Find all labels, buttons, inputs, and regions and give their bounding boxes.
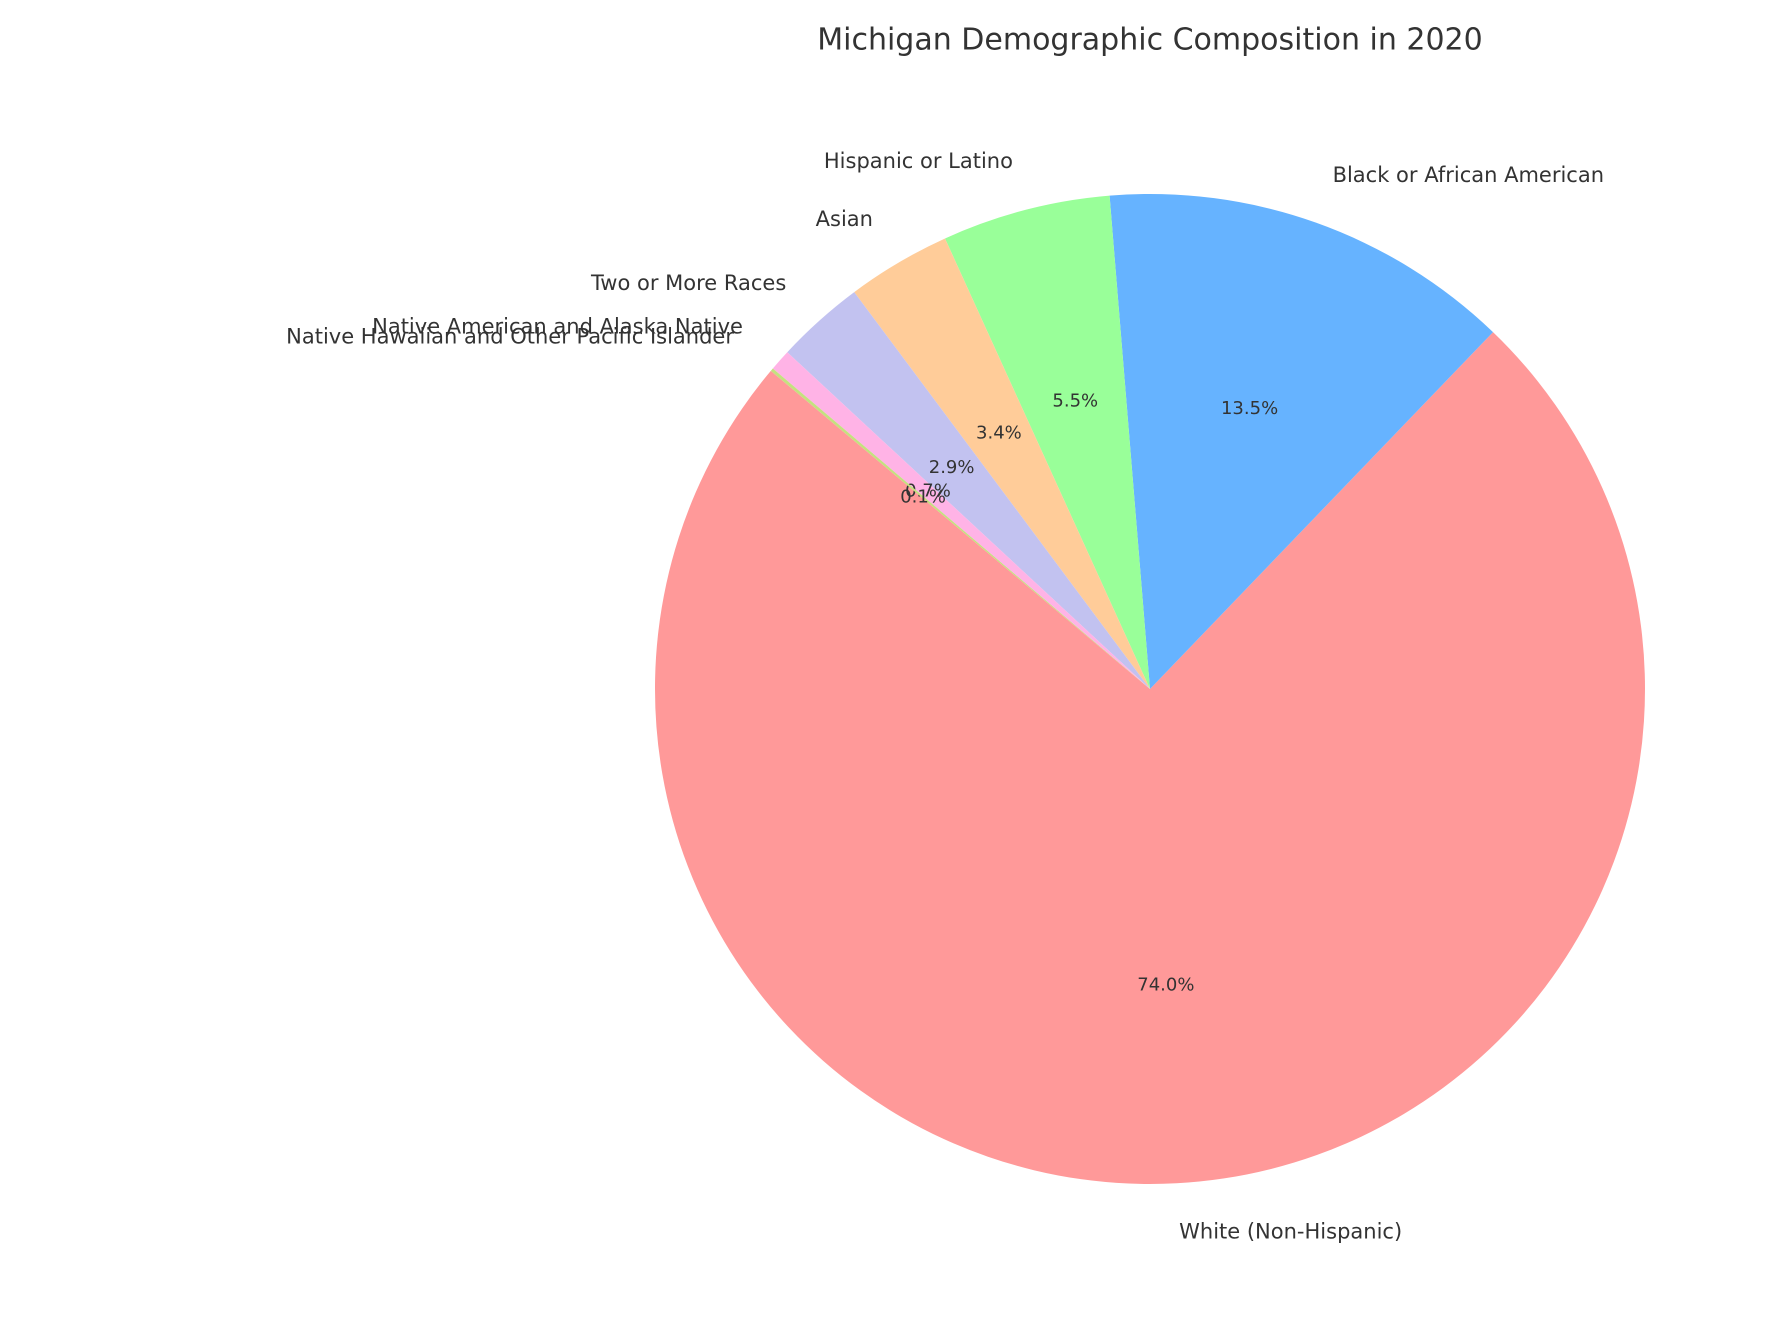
- pie-slice: [944, 195, 1150, 689]
- slice-label: Native Hawaiian and Other Pacific Island…: [286, 325, 734, 349]
- slice-label: Black or African American: [1333, 163, 1604, 187]
- percent-label: 2.9%: [929, 457, 975, 478]
- pie-slice: [854, 238, 1150, 689]
- slice-label: Native American and Alaska Native: [372, 314, 743, 338]
- pie-slice: [770, 368, 1150, 689]
- pie-slice: [772, 352, 1150, 689]
- slice-label: Two or More Races: [590, 271, 786, 295]
- percent-label: 13.5%: [1221, 398, 1278, 419]
- percent-label: 0.1%: [900, 486, 946, 507]
- pie-slice: [1109, 193, 1494, 689]
- chart-title: Michigan Demographic Composition in 2020: [817, 23, 1482, 58]
- percent-label: 5.5%: [1052, 391, 1098, 412]
- pie-slice: [655, 332, 1645, 1184]
- percent-label: 3.4%: [976, 422, 1022, 443]
- slice-label: White (Non-Hispanic): [1179, 1220, 1402, 1244]
- slice-label: Asian: [816, 207, 873, 231]
- percent-label: 0.7%: [905, 481, 951, 502]
- pie-slice: [787, 292, 1150, 689]
- slice-label: Hispanic or Latino: [824, 149, 1013, 173]
- percent-label: 74.0%: [1137, 975, 1194, 996]
